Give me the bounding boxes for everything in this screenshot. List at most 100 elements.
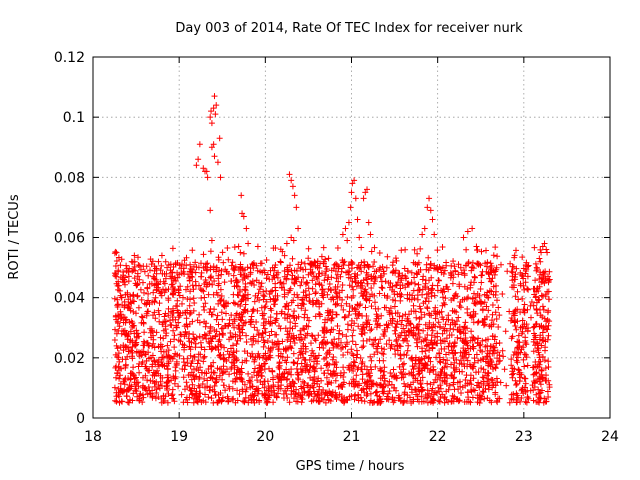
scatter-point (421, 225, 428, 232)
scatter-point (473, 243, 480, 250)
scatter-point (544, 249, 551, 256)
scatter-point (243, 225, 250, 232)
y-tick-label: 0 (76, 411, 85, 427)
scatter-point (211, 153, 218, 160)
scatter-point (214, 159, 221, 166)
x-tick-labels: 18 19 20 21 22 23 24 (84, 429, 619, 445)
scatter-point (469, 225, 476, 232)
scatter-point (212, 111, 219, 118)
scatter-point (169, 273, 176, 280)
scatter-point (419, 231, 426, 238)
scatter-point (347, 204, 354, 211)
scatter-point (427, 207, 434, 214)
scatter-point (541, 240, 548, 247)
scatter-point (121, 276, 128, 283)
x-tick-label: 24 (601, 429, 619, 445)
scatter-point (344, 237, 351, 244)
scatter-point (365, 219, 372, 226)
scatter-point (203, 168, 210, 175)
scatter-point (164, 264, 171, 271)
scatter-point (288, 177, 295, 184)
scatter-point (339, 231, 346, 238)
axis-ticks (92, 56, 611, 419)
scatter-point (200, 165, 207, 172)
y-tick-label: 0.02 (54, 351, 85, 367)
scatter-point (543, 246, 550, 253)
x-tick-label: 22 (429, 429, 447, 445)
scatter-point (208, 108, 215, 115)
scatter-point (134, 270, 141, 277)
scatter-point (210, 141, 217, 148)
scatter-point (426, 195, 433, 202)
scatter-point (367, 231, 374, 238)
chart-title: Day 003 of 2014, Rate Of TEC Index for r… (175, 21, 523, 36)
scatter-point (349, 180, 356, 187)
scatter-point (360, 195, 367, 202)
scatter-point (240, 213, 247, 220)
scatter-point (289, 183, 296, 190)
scatter-point (362, 189, 369, 196)
scatter-point (131, 252, 138, 259)
scatter-point (196, 141, 203, 148)
scatter-point (536, 255, 543, 262)
scatter-point (288, 234, 295, 241)
scatter-point (237, 249, 244, 256)
y-tick-label: 0.04 (54, 291, 85, 307)
roti-data-cloud (111, 243, 553, 406)
scatter-point (216, 135, 223, 142)
scatter-point (235, 243, 242, 250)
scatter-point (144, 285, 151, 292)
scatter-point (286, 171, 293, 178)
x-tick-label: 23 (515, 429, 533, 445)
scatter-point (291, 192, 298, 199)
scatter-point (213, 102, 220, 109)
scatter-cloud-marks (111, 243, 553, 406)
scatter-point (158, 252, 165, 259)
scatter-point (217, 174, 224, 181)
scatter-point (429, 216, 436, 223)
scatter-point (356, 234, 363, 241)
scatter-point (533, 264, 540, 271)
scatter-point (354, 216, 361, 223)
y-tick-labels: 0 0.02 0.04 0.06 0.08 0.1 0.12 (54, 50, 85, 427)
scatter-point (155, 258, 162, 265)
scatter-point (118, 294, 125, 301)
scatter-point (342, 225, 349, 232)
x-tick-label: 21 (343, 429, 361, 445)
scatter-point (139, 279, 146, 286)
y-tick-label: 0.06 (54, 231, 85, 247)
scatter-point (211, 93, 218, 100)
scatter-point (150, 273, 157, 280)
x-tick-label: 18 (84, 429, 102, 445)
scatter-point (283, 240, 290, 247)
scatter-point (352, 195, 359, 202)
y-tick-label: 0.1 (63, 110, 85, 126)
scatter-point (351, 177, 358, 184)
scatter-point (210, 105, 217, 112)
scatter-point (115, 282, 122, 289)
scatter-point (128, 258, 135, 265)
scatter-point (245, 240, 252, 247)
scatter-point (424, 204, 431, 211)
scatter-point (208, 120, 215, 127)
scatter-point (348, 189, 355, 196)
y-tick-label: 0.12 (54, 50, 85, 66)
scatter-point (195, 156, 202, 163)
scatter-point (295, 225, 302, 232)
scatter-point (208, 237, 215, 244)
scatter-point (464, 228, 471, 235)
scatter-point (364, 186, 371, 193)
scatter-point (431, 231, 438, 238)
scatter-point (538, 249, 545, 256)
y-tick-label: 0.08 (54, 170, 85, 186)
x-tick-label: 20 (256, 429, 274, 445)
scatter-point (239, 210, 246, 217)
scatter-point (207, 114, 214, 121)
scatter-point (539, 243, 546, 250)
y-axis-label: ROTI / TECUs (7, 194, 22, 279)
scatter-point (290, 237, 297, 244)
scatter-point (460, 234, 467, 241)
scatter-point (345, 219, 352, 226)
scatter-point (193, 162, 200, 169)
roti-peak-points (113, 93, 551, 301)
